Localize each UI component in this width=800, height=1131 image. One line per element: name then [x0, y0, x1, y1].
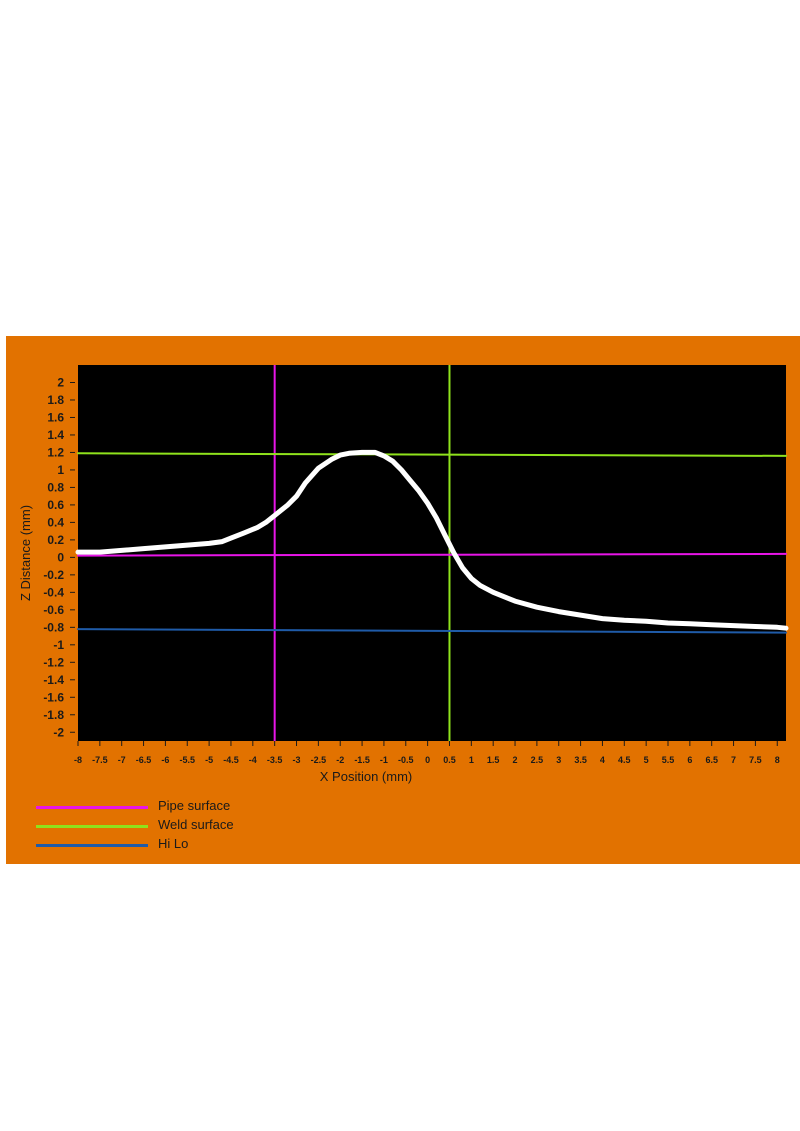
- series-line-pipe-surface: [77, 552, 787, 557]
- x-tick-label: 5.5: [662, 755, 675, 765]
- y-tick-label: 1: [57, 463, 64, 477]
- x-tick-label: 7.5: [749, 755, 762, 765]
- x-tick-label: 1: [469, 755, 474, 765]
- plot-area: [78, 365, 786, 741]
- legend-label-hi-lo: Hi Lo: [158, 836, 189, 851]
- y-tick-label: 0.4: [47, 515, 64, 529]
- y-tick-label: 0.8: [47, 480, 64, 494]
- x-tick-label: -6: [161, 755, 169, 765]
- x-tick-label: -0.5: [398, 755, 414, 765]
- chart-panel: 2 1.8 1.6 1.4 1.2 1 0.8 0.6 0.4 0.2 0 -0.2 -0.4 -0.6 -…: [6, 336, 800, 864]
- x-tick-label: 2: [513, 755, 518, 765]
- x-tick-label: 4: [600, 755, 605, 765]
- x-tick-label: -5.5: [180, 755, 196, 765]
- y-tick-label: 0.6: [47, 498, 64, 512]
- x-axis-title: X Position (mm): [320, 769, 412, 784]
- legend-swatch-hi-lo: [36, 844, 148, 847]
- y-tick-label: -0.6: [43, 603, 64, 617]
- x-tick-label: 4.5: [618, 755, 631, 765]
- x-tick-label: 3: [556, 755, 561, 765]
- x-tick-label: -2: [336, 755, 344, 765]
- y-tick-label: 2: [57, 375, 64, 389]
- y-tick-label: -1.2: [43, 655, 64, 669]
- x-tick-label: 3.5: [574, 755, 587, 765]
- y-axis-title: Z Distance (mm): [18, 505, 33, 601]
- profile-chart: 2 1.8 1.6 1.4 1.2 1 0.8 0.6 0.4 0.2 0 -0.2 -0.4 -0.6 -…: [18, 365, 789, 784]
- x-tick-label: -4: [249, 755, 257, 765]
- y-tick-label: -0.2: [43, 568, 64, 582]
- series-line-hi-lo: [77, 628, 787, 634]
- x-tick-label: -5: [205, 755, 213, 765]
- x-tick-label: -6.5: [136, 755, 152, 765]
- y-tick-label: -1.6: [43, 690, 64, 704]
- y-tick-label: 1.6: [47, 410, 64, 424]
- x-tick-label: 7: [731, 755, 736, 765]
- x-tick-label: -3: [293, 755, 301, 765]
- y-tick-label: -2: [53, 725, 64, 739]
- x-tick-label: -7: [118, 755, 126, 765]
- y-tick-label: 0.2: [47, 533, 64, 547]
- legend-label-weld-surface: Weld surface: [158, 817, 234, 832]
- x-tick-label: 1.5: [487, 755, 500, 765]
- x-tick-label: -1: [380, 755, 388, 765]
- y-tick-label: 0: [57, 550, 64, 564]
- x-tick-label: -4.5: [223, 755, 239, 765]
- x-tick-label: -8: [74, 755, 82, 765]
- y-tick-label: -1.4: [43, 673, 64, 687]
- y-tick-label: 1.8: [47, 393, 64, 407]
- weld-profile-line: [75, 449, 789, 631]
- x-tick-label: 5: [644, 755, 649, 765]
- x-tick-label: 8: [775, 755, 780, 765]
- x-tick-label: -7.5: [92, 755, 108, 765]
- y-tick-label: -1.8: [43, 708, 64, 722]
- series-line-weld-surface: [77, 452, 787, 457]
- y-tick-label: -1: [53, 638, 64, 652]
- x-tick-label: -1.5: [354, 755, 370, 765]
- x-tick-label: -2.5: [311, 755, 327, 765]
- x-tick-label: -3.5: [267, 755, 283, 765]
- x-tick-label: 2.5: [531, 755, 544, 765]
- x-tick-label: 0.5: [443, 755, 456, 765]
- legend-label-pipe-surface: Pipe surface: [158, 798, 231, 813]
- legend-swatch-pipe-surface: [36, 806, 148, 809]
- y-tick-label: -0.8: [43, 620, 64, 634]
- x-tick-label: 6.5: [705, 755, 718, 765]
- legend-swatch-weld-surface: [36, 825, 148, 828]
- x-tick-label: 6: [687, 755, 692, 765]
- y-tick-label: -0.4: [43, 585, 64, 599]
- y-tick-label: 1.2: [47, 445, 64, 459]
- y-tick-label: 1.4: [47, 428, 64, 442]
- x-tick-label: 0: [425, 755, 430, 765]
